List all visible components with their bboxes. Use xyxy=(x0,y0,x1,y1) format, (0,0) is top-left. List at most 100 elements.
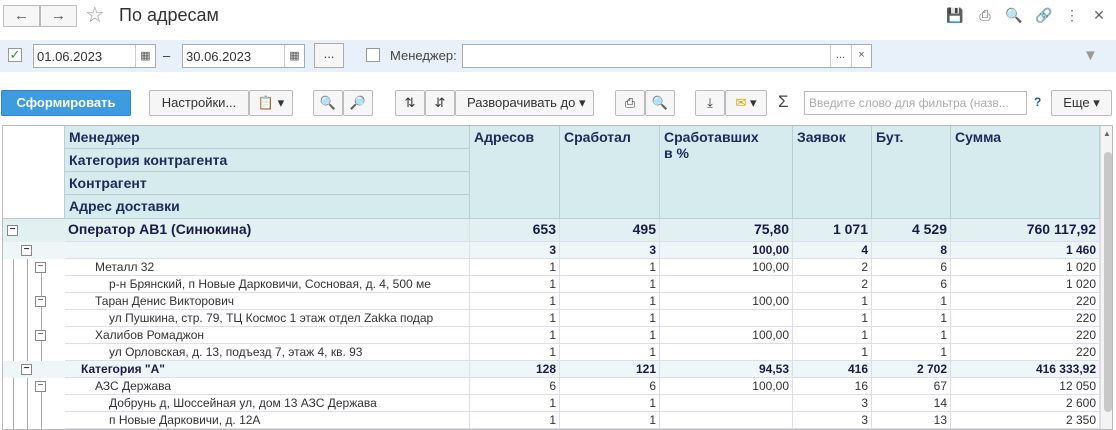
generate-button[interactable]: Сформировать xyxy=(1,90,131,116)
collapse-icon[interactable]: − xyxy=(35,296,46,307)
back-button[interactable]: ← xyxy=(3,5,40,27)
cell-bottles: 6 xyxy=(872,276,951,293)
table-row[interactable]: − Металл 32 1 1 100,00 2 6 1 020 xyxy=(3,259,1100,276)
calendar-icon[interactable]: ▦ xyxy=(284,45,304,67)
print-preview-icon[interactable]: 🔍 xyxy=(645,90,675,116)
cell-bottles: 8 xyxy=(872,242,951,259)
cell-addresses: 1 xyxy=(470,276,560,293)
header-counterparty: Контрагент xyxy=(65,172,470,195)
cell-orders: 2 xyxy=(793,259,872,276)
table-row[interactable]: − Таран Денис Викторович 1 1 100,00 1 1 … xyxy=(3,293,1100,310)
cell-orders: 416 xyxy=(793,361,872,378)
tree-line xyxy=(13,236,14,429)
print-icon[interactable]: ⎙ xyxy=(979,7,991,23)
cell-bottles: 4 529 xyxy=(872,219,951,242)
cell-bottles: 1 xyxy=(872,293,951,310)
more-button[interactable]: Еще ▾ xyxy=(1051,90,1112,116)
cell-worked: 1 xyxy=(560,293,660,310)
manager-select-button[interactable]: ... xyxy=(830,45,850,67)
header-manager: Менеджер xyxy=(65,126,470,149)
period-checkbox[interactable]: ✓ xyxy=(8,47,22,62)
favorite-star-icon[interactable]: ☆ xyxy=(85,2,105,27)
cell-addresses: 3 xyxy=(470,242,560,259)
calendar-icon[interactable]: ▦ xyxy=(135,45,155,67)
collapse-icon[interactable]: − xyxy=(35,330,46,341)
cell-addresses: 1 xyxy=(470,412,560,429)
sort-asc-icon[interactable]: ⇅ xyxy=(395,90,425,116)
cell-bottles: 6 xyxy=(872,259,951,276)
collapse-icon[interactable]: − xyxy=(35,381,46,392)
cell-bottles: 14 xyxy=(872,395,951,412)
date-to-field[interactable]: 30.06.2023 ▦ xyxy=(182,44,305,68)
export-icon[interactable]: ⤓ xyxy=(695,90,725,116)
table-row[interactable]: − Халибов Ромаджон 1 1 100,00 1 1 220 xyxy=(3,327,1100,344)
row-name: п Новые Дарковичи, д. 12А xyxy=(65,412,470,429)
title-bar: ← → ☆ По адресам 💾 ⎙ 🔍 🔗 ⋮ ✕ xyxy=(0,0,1116,34)
scroll-up-icon[interactable]: ▲ xyxy=(1103,129,1111,138)
collapse-icon[interactable]: − xyxy=(21,245,32,256)
cell-worked: 1 xyxy=(560,327,660,344)
close-icon[interactable]: ✕ xyxy=(1093,7,1105,23)
cell-worked-pct: 100,00 xyxy=(660,259,793,276)
manager-clear-button[interactable]: × xyxy=(851,45,871,67)
vertical-scrollbar[interactable]: ▲ xyxy=(1100,126,1112,429)
row-name: АЗС Держава xyxy=(65,378,470,395)
table-row[interactable]: ул Орловская, д. 13, подъезд 7, этаж 4, … xyxy=(3,344,1100,361)
manager-checkbox[interactable] xyxy=(366,48,380,62)
sort-desc-icon[interactable]: ⇵ xyxy=(425,90,455,116)
period-select-button[interactable]: ... xyxy=(314,43,344,68)
table-row[interactable]: Добрунь д, Шоссейная ул, дом 13 АЗС Держ… xyxy=(3,395,1100,412)
more-menu-icon[interactable]: ⋮ xyxy=(1065,7,1079,23)
cell-worked-pct xyxy=(660,276,793,293)
cell-orders: 2 xyxy=(793,276,872,293)
preview-icon[interactable]: 🔍 xyxy=(1005,7,1023,23)
variant-dropdown-button[interactable]: 📋 ▾ xyxy=(249,90,293,116)
header-addresses: Адресов xyxy=(470,126,560,219)
save-icon[interactable]: 💾 xyxy=(946,7,964,23)
header-worked-pct-line2: в % xyxy=(664,145,689,161)
manager-input[interactable]: ... × xyxy=(462,44,872,68)
collapse-icon[interactable]: − xyxy=(35,262,46,273)
table-row[interactable]: р-н Брянский, п Новые Дарковичи, Соснова… xyxy=(3,276,1100,293)
table-row[interactable]: − Оператор АВ1 (Синюкина) 653 495 75,80 … xyxy=(3,219,1100,242)
tree-line xyxy=(41,388,42,429)
collapse-icon[interactable]: − xyxy=(21,364,32,375)
expand-to-button[interactable]: Разворачивать до ▾ xyxy=(455,90,594,116)
table-row[interactable]: − АЗС Держава 6 6 100,00 16 67 12 050 xyxy=(3,378,1100,395)
row-name xyxy=(65,242,470,259)
row-name: ул Орловская, д. 13, подъезд 7, этаж 4, … xyxy=(65,344,470,361)
cell-worked: 495 xyxy=(560,219,660,242)
filter-funnel-icon[interactable]: ▼ xyxy=(1083,47,1098,64)
row-name: ул Пушкина, стр. 79, ТЦ Космос 1 этаж от… xyxy=(65,310,470,327)
cell-worked: 1 xyxy=(560,310,660,327)
row-name: р-н Брянский, п Новые Дарковичи, Соснова… xyxy=(65,276,470,293)
table-row[interactable]: − Категория "А" 128 121 94,53 416 2 702 … xyxy=(3,361,1100,378)
header-address: Адрес доставки xyxy=(65,195,470,219)
forward-button[interactable]: → xyxy=(40,5,77,27)
help-icon[interactable]: ? xyxy=(1034,95,1042,109)
email-dropdown-icon[interactable]: ✉ ▾ xyxy=(725,90,767,116)
settings-button[interactable]: Настройки... xyxy=(149,90,249,116)
cell-worked: 1 xyxy=(560,412,660,429)
table-row[interactable]: п Новые Дарковичи, д. 12А 1 1 3 13 2 350 xyxy=(3,412,1100,429)
cell-sum: 416 333,92 xyxy=(951,361,1100,378)
collapse-icon[interactable]: − xyxy=(7,225,18,236)
cell-sum: 12 050 xyxy=(951,378,1100,395)
more-label: Еще xyxy=(1063,95,1090,110)
search-advanced-icon[interactable]: 🔎 xyxy=(343,90,373,116)
cell-worked: 121 xyxy=(560,361,660,378)
filter-search-input[interactable]: Введите слово для фильтра (назв... xyxy=(804,91,1027,115)
cell-addresses: 653 xyxy=(470,219,560,242)
table-row[interactable]: ул Пушкина, стр. 79, ТЦ Космос 1 этаж от… xyxy=(3,310,1100,327)
search-icon[interactable]: 🔍 xyxy=(313,90,343,116)
table-row[interactable]: − 3 3 100,00 4 8 1 460 xyxy=(3,242,1100,259)
header-worked: Сработал xyxy=(560,126,660,219)
cell-sum: 220 xyxy=(951,327,1100,344)
scrollbar-thumb[interactable] xyxy=(1104,152,1112,412)
date-from-field[interactable]: 01.06.2023 ▦ xyxy=(33,44,156,68)
sum-sigma-icon[interactable]: Σ xyxy=(778,92,789,111)
print-icon[interactable]: ⎙ xyxy=(615,90,645,116)
cell-orders: 16 xyxy=(793,378,872,395)
cell-sum: 1 020 xyxy=(951,259,1100,276)
link-icon[interactable]: 🔗 xyxy=(1035,7,1053,23)
